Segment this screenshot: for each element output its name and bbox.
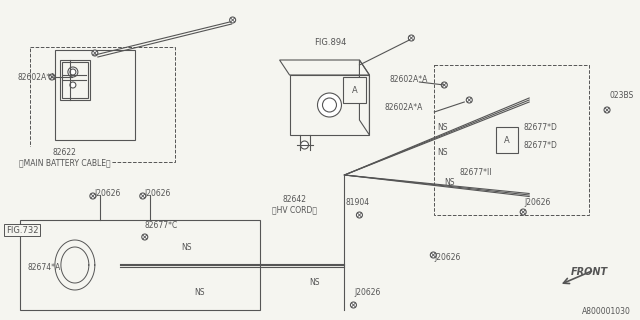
Circle shape bbox=[323, 98, 337, 112]
Circle shape bbox=[301, 141, 308, 149]
Text: A800001030: A800001030 bbox=[582, 307, 631, 316]
Circle shape bbox=[90, 193, 96, 199]
Circle shape bbox=[230, 17, 236, 23]
Text: FIG.732: FIG.732 bbox=[6, 226, 38, 235]
Text: NS: NS bbox=[444, 178, 455, 187]
Circle shape bbox=[49, 74, 55, 80]
Text: 82677*D: 82677*D bbox=[523, 123, 557, 132]
Circle shape bbox=[68, 67, 78, 77]
Text: 82677*D: 82677*D bbox=[523, 141, 557, 150]
Text: 81904: 81904 bbox=[346, 198, 369, 207]
Text: NS: NS bbox=[195, 288, 205, 297]
Text: J20626: J20626 bbox=[355, 288, 381, 297]
Text: NS: NS bbox=[310, 278, 320, 287]
Circle shape bbox=[520, 209, 526, 215]
Circle shape bbox=[92, 50, 98, 56]
Circle shape bbox=[467, 97, 472, 103]
Circle shape bbox=[604, 107, 610, 113]
Text: 82622
〈MAIN BATTERY CABLE〉: 82622 〈MAIN BATTERY CABLE〉 bbox=[19, 148, 111, 167]
Circle shape bbox=[408, 35, 414, 41]
Circle shape bbox=[351, 302, 356, 308]
Text: 82642
〈HV CORD〉: 82642 〈HV CORD〉 bbox=[272, 195, 317, 214]
Text: J20626: J20626 bbox=[435, 253, 461, 262]
Text: A: A bbox=[351, 85, 357, 94]
Text: J20626: J20626 bbox=[95, 189, 121, 198]
Circle shape bbox=[442, 82, 447, 88]
Circle shape bbox=[356, 212, 362, 218]
Text: NS: NS bbox=[182, 243, 192, 252]
Circle shape bbox=[70, 69, 76, 75]
Text: J20626: J20626 bbox=[145, 189, 171, 198]
Circle shape bbox=[70, 82, 76, 88]
Text: 82677*II: 82677*II bbox=[460, 168, 492, 177]
Text: 82602A*A: 82602A*A bbox=[389, 75, 428, 84]
Circle shape bbox=[317, 93, 342, 117]
Text: FIG.894: FIG.894 bbox=[314, 37, 347, 46]
Text: 023BS: 023BS bbox=[609, 91, 634, 100]
Text: J20626: J20626 bbox=[524, 198, 550, 207]
Text: A: A bbox=[504, 135, 510, 145]
Circle shape bbox=[430, 252, 436, 258]
Text: NS: NS bbox=[437, 148, 448, 157]
Text: 82674*A: 82674*A bbox=[28, 263, 61, 272]
Text: 82677*C: 82677*C bbox=[145, 221, 178, 230]
Text: 82602A*A: 82602A*A bbox=[18, 73, 56, 82]
Circle shape bbox=[140, 193, 146, 199]
Text: FRONT: FRONT bbox=[570, 267, 607, 277]
Text: 82602A*A: 82602A*A bbox=[385, 103, 423, 112]
Text: NS: NS bbox=[437, 123, 448, 132]
Circle shape bbox=[142, 234, 148, 240]
